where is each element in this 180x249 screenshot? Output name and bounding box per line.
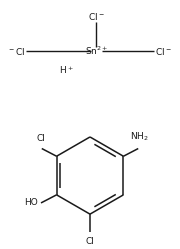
Text: Cl: Cl xyxy=(36,134,45,143)
Text: Cl: Cl xyxy=(86,237,94,246)
Text: Cl$^-$: Cl$^-$ xyxy=(88,11,105,22)
Text: Cl$^-$: Cl$^-$ xyxy=(156,46,172,57)
Text: HO: HO xyxy=(24,198,38,207)
Text: $^-$Cl: $^-$Cl xyxy=(7,46,25,57)
Text: H$^+$: H$^+$ xyxy=(59,64,74,75)
Text: Sn$^{2+}$: Sn$^{2+}$ xyxy=(85,45,108,57)
Text: NH$_2$: NH$_2$ xyxy=(130,130,148,143)
